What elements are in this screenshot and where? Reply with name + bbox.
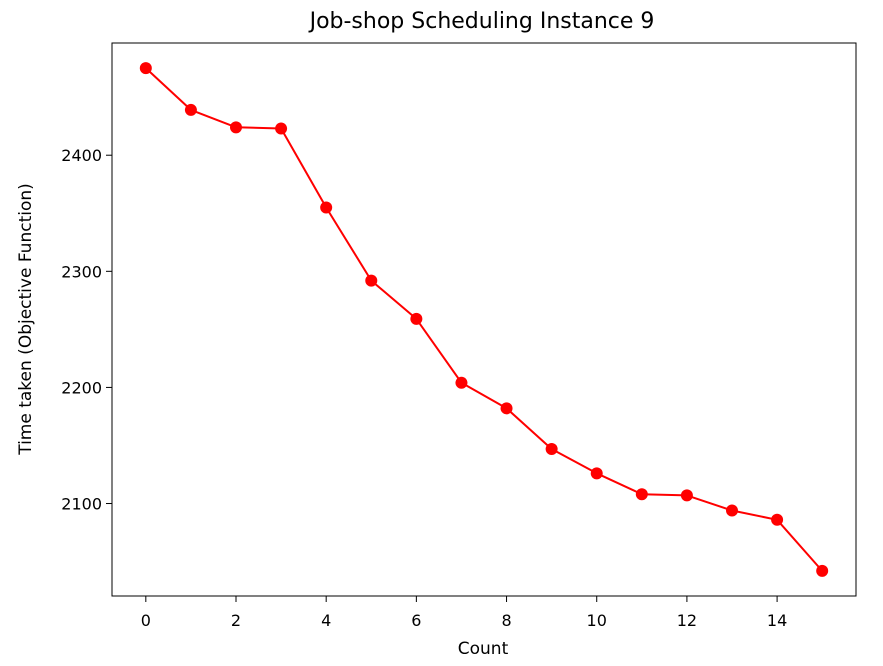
chart-title: Job-shop Scheduling Instance 9 xyxy=(308,9,655,34)
y-tick-label: 2400 xyxy=(61,146,102,165)
x-axis: 0 2 4 6 8 10 12 14 xyxy=(141,596,787,630)
x-axis-title: Count xyxy=(458,639,509,659)
x-tick-label: 14 xyxy=(767,611,787,630)
y-axis: 2100 2200 2300 2400 xyxy=(61,146,112,514)
data-point xyxy=(545,442,558,455)
data-point xyxy=(590,467,603,480)
data-point xyxy=(365,274,378,287)
y-axis-title: Time taken (Objective Function) xyxy=(16,183,36,456)
x-tick-label: 10 xyxy=(587,611,607,630)
data-point xyxy=(139,62,152,75)
plot-area xyxy=(111,42,857,597)
x-tick-label: 8 xyxy=(501,611,511,630)
data-point xyxy=(726,504,738,517)
data-point xyxy=(771,513,784,526)
series-layer xyxy=(139,62,829,577)
y-tick-label: 2100 xyxy=(61,495,102,514)
x-tick-label: 12 xyxy=(677,611,697,630)
y-tick-label: 2300 xyxy=(61,262,102,281)
data-point xyxy=(635,488,648,501)
data-point xyxy=(184,103,197,116)
series-line xyxy=(145,67,823,572)
data-point xyxy=(680,489,693,502)
data-point xyxy=(275,122,288,135)
x-tick-label: 6 xyxy=(411,611,421,630)
x-tick-label: 0 xyxy=(141,611,151,630)
y-tick-label: 2200 xyxy=(61,378,102,397)
x-tick-label: 2 xyxy=(231,611,241,630)
data-point xyxy=(455,376,468,389)
data-point xyxy=(816,564,829,577)
data-point xyxy=(230,121,242,134)
data-point xyxy=(410,312,423,325)
data-point xyxy=(500,402,513,415)
x-tick-label: 4 xyxy=(321,611,331,630)
data-point xyxy=(320,201,333,214)
